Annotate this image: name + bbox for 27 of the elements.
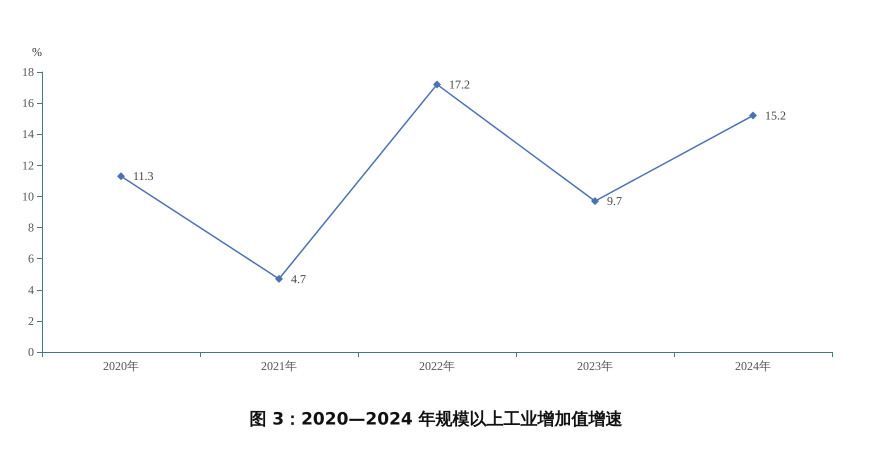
y-tick-label: 6: [28, 252, 34, 266]
data-label: 9.7: [607, 194, 622, 208]
y-tick-label: 16: [22, 96, 34, 110]
y-tick-label: 0: [28, 345, 34, 359]
point: [433, 80, 441, 88]
data-label: 17.2: [449, 77, 470, 92]
y-tick-label: 14: [22, 127, 34, 142]
y-tick-label: 8: [28, 220, 34, 235]
y-tick-label: 10: [22, 189, 34, 204]
x-tick-label: 2024年: [735, 359, 771, 373]
data-label: 15.2: [765, 108, 786, 123]
point: [749, 112, 757, 120]
data-label: 11.3: [133, 169, 154, 184]
y-axis-title: %: [32, 45, 42, 59]
y-tick-label: 12: [22, 158, 34, 172]
x-tick-label: 2022年: [419, 359, 455, 373]
data-label: 4.7: [291, 272, 306, 286]
x-tick-label: 2021年: [261, 359, 297, 373]
y-tick-label: 2: [28, 314, 34, 328]
point: [117, 172, 125, 180]
point: [591, 197, 599, 206]
point: [275, 274, 283, 283]
y-tick-label: 4: [28, 282, 34, 297]
x-tick-label: 2023年: [577, 359, 613, 373]
text: 图 3：2020—2024 年规模以上工业增加值增速: [249, 410, 623, 430]
y-tick-label: 18: [22, 65, 34, 79]
x-tick-label: 2020年: [103, 359, 139, 373]
